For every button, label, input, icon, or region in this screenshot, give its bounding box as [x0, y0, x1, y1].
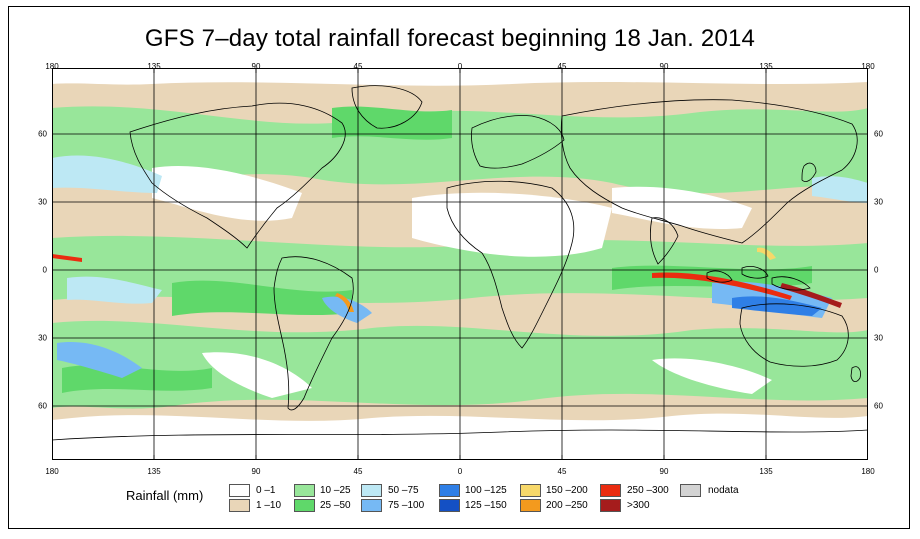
lon-label-bottom: 45: [557, 467, 567, 476]
lon-label-top: 135: [759, 62, 773, 71]
lat-label-left: 30: [38, 197, 47, 207]
japan-outline: [801, 162, 817, 182]
legend-swatch: [600, 499, 621, 512]
figure-frame: [8, 6, 910, 529]
legend-swatch: [294, 484, 315, 497]
legend-swatch: [680, 484, 701, 497]
legend-swatch: [361, 484, 382, 497]
map-border: [52, 68, 868, 460]
legend-label: 25 –50: [320, 500, 351, 511]
lon-label-top: 90: [251, 62, 261, 71]
legend-swatch: [361, 499, 382, 512]
legend-label: 10 –25: [320, 485, 351, 496]
legend-swatch: [520, 499, 541, 512]
legend-label: 1 –10: [256, 500, 282, 511]
lon-label-top: 180: [45, 62, 59, 71]
lat-label-right: 0: [874, 265, 879, 275]
lon-label-bottom: 0: [457, 467, 463, 476]
lon-label-bottom: 45: [353, 467, 363, 476]
maritime-continent-outline: [706, 266, 811, 291]
lat-label-left: 60: [38, 129, 47, 139]
asia-outline: [560, 99, 858, 244]
legend-label: 250 –300: [627, 485, 669, 496]
lon-label-bottom: 180: [45, 467, 59, 476]
legend-label: 75 –100: [388, 500, 425, 511]
legend-label: >300: [627, 500, 650, 511]
legend-swatch: [229, 499, 250, 512]
tick-marks: [153, 68, 767, 460]
lat-label-right: 30: [874, 333, 883, 343]
lat-label-left: 30: [38, 333, 47, 343]
legend-label: 200 –250: [546, 500, 588, 511]
legend-label: 100 –125: [465, 485, 507, 496]
legend-swatch: [229, 484, 250, 497]
europe-outline: [471, 115, 565, 169]
lon-label-bottom: 135: [147, 467, 161, 476]
lat-label-right: 60: [874, 129, 883, 139]
lon-label-top: 135: [147, 62, 161, 71]
lat-label-left: 0: [42, 265, 47, 275]
continent-outlines: [52, 85, 868, 441]
graticule: [52, 68, 868, 460]
legend-swatch: [439, 499, 460, 512]
australia-outline: [739, 303, 849, 367]
africa-outline: [446, 180, 575, 349]
lon-label-bottom: 135: [759, 467, 773, 476]
lat-label-left: 60: [38, 401, 47, 411]
lat-label-right: 30: [874, 197, 883, 207]
legend-swatch: [439, 484, 460, 497]
india-outline: [650, 217, 679, 265]
legend-title: Rainfall (mm): [126, 488, 204, 503]
legend-label: 50 –75: [388, 485, 419, 496]
legend-label: 0 –1: [256, 485, 276, 496]
lon-label-top: 180: [861, 62, 875, 71]
legend-label: 125 –150: [465, 500, 507, 511]
lon-label-bottom: 180: [861, 467, 875, 476]
lon-label-bottom: 90: [251, 467, 261, 476]
lat-label-right: 60: [874, 401, 883, 411]
lon-label-top: 0: [457, 62, 463, 71]
map-title: GFS 7–day total rainfall forecast beginn…: [144, 25, 756, 52]
extreme-rain-streaks: [52, 247, 842, 312]
antarctica-outline: [52, 429, 868, 441]
legend-label: nodata: [708, 485, 739, 496]
legend-swatch: [294, 499, 315, 512]
legend-label: 150 –200: [546, 485, 588, 496]
lon-label-top: 90: [659, 62, 669, 71]
legend-swatch: [520, 484, 541, 497]
greenland-outline: [351, 85, 423, 129]
legend-swatch: [600, 484, 621, 497]
lon-label-bottom: 90: [659, 467, 669, 476]
rainfall-map: [52, 68, 868, 460]
new-zealand-outline: [850, 366, 861, 382]
lon-label-top: 45: [557, 62, 567, 71]
lon-label-top: 45: [353, 62, 363, 71]
